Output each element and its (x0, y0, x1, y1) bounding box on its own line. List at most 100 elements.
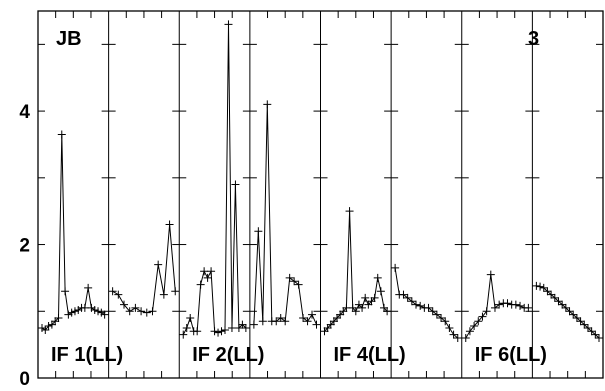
data-point (478, 312, 487, 321)
series-line (465, 274, 529, 339)
data-point (67, 308, 76, 317)
data-point (137, 307, 146, 316)
data-point (474, 317, 483, 326)
data-point (482, 307, 491, 316)
data-point (495, 300, 504, 309)
data-point (74, 305, 83, 314)
data-point (445, 323, 454, 332)
data-point (303, 317, 312, 326)
data-point (217, 327, 226, 336)
data-point (351, 307, 360, 316)
data-point (536, 282, 545, 291)
plot-frame (37, 10, 604, 379)
data-point (412, 300, 420, 309)
data-point (547, 290, 556, 299)
data-point (416, 301, 425, 310)
data-point (465, 327, 474, 336)
data-point (345, 207, 354, 216)
data-point (524, 303, 533, 312)
data-point (561, 303, 570, 312)
data-point (263, 100, 272, 109)
data-point (532, 281, 541, 290)
data-point (94, 307, 103, 316)
data-point (84, 283, 93, 292)
data-point (193, 327, 202, 336)
data-point (200, 267, 209, 276)
data-point (54, 313, 63, 322)
data-point (587, 327, 596, 336)
data-point (70, 307, 79, 316)
data-point (210, 327, 219, 336)
data-point (241, 323, 250, 332)
corner-label-right: 3 (528, 28, 539, 50)
data-point (403, 293, 412, 302)
data-point (312, 320, 321, 329)
data-point (57, 130, 66, 139)
data-point (595, 333, 603, 342)
data-point (490, 303, 499, 312)
panel-dividers (108, 11, 533, 378)
data-point (87, 303, 96, 312)
data-point (41, 325, 50, 334)
panel-label: IF 1(LL) (51, 344, 123, 366)
data-point (97, 308, 106, 317)
data-point (165, 220, 174, 229)
data-point (461, 333, 470, 342)
data-point (503, 299, 512, 308)
data-point (51, 317, 60, 326)
data-point (511, 300, 520, 309)
data-point (238, 320, 247, 329)
data-point (407, 297, 416, 306)
panel-label: IF 2(LL) (192, 344, 264, 366)
data-point (376, 287, 385, 296)
data-point (308, 310, 317, 319)
y-tick-label: 4 (19, 102, 30, 123)
data-point (572, 313, 581, 322)
series-line (41, 134, 105, 331)
data-point (182, 323, 191, 332)
series-line (536, 285, 600, 339)
data-point (543, 287, 552, 296)
data-point (432, 310, 441, 319)
y-tick-label: 0 (19, 369, 30, 390)
data-point (453, 333, 462, 342)
data-point (554, 297, 563, 306)
series-layer (38, 20, 603, 342)
data-point (38, 323, 46, 332)
data-point (424, 303, 433, 312)
data-point (373, 273, 382, 282)
data-point (120, 300, 129, 309)
series-line (112, 224, 176, 314)
data-point (186, 313, 195, 322)
data-point (171, 287, 180, 296)
data-point (179, 330, 188, 339)
data-point (64, 310, 73, 319)
data-point (580, 320, 589, 329)
data-point (231, 180, 240, 189)
panel-label: IF 4(LL) (334, 344, 406, 366)
data-point (131, 303, 140, 312)
data-point (276, 313, 285, 322)
data-point (159, 290, 168, 299)
data-point (125, 307, 134, 316)
data-point (565, 307, 574, 316)
data-point (569, 310, 578, 319)
data-point (90, 305, 99, 314)
data-point (539, 283, 548, 292)
data-point (358, 303, 367, 312)
data-point (272, 317, 281, 326)
data-point (516, 301, 525, 310)
data-point (224, 20, 233, 29)
panel-label: IF 6(LL) (475, 344, 547, 366)
data-point (47, 320, 56, 329)
series-line (182, 24, 247, 335)
data-point (428, 307, 437, 316)
data-point (148, 307, 157, 316)
data-point (214, 328, 223, 337)
data-point (207, 267, 216, 276)
data-point (254, 227, 263, 236)
data-point (61, 287, 70, 296)
data-point (470, 321, 479, 330)
data-point (196, 280, 205, 289)
data-point (370, 293, 379, 302)
